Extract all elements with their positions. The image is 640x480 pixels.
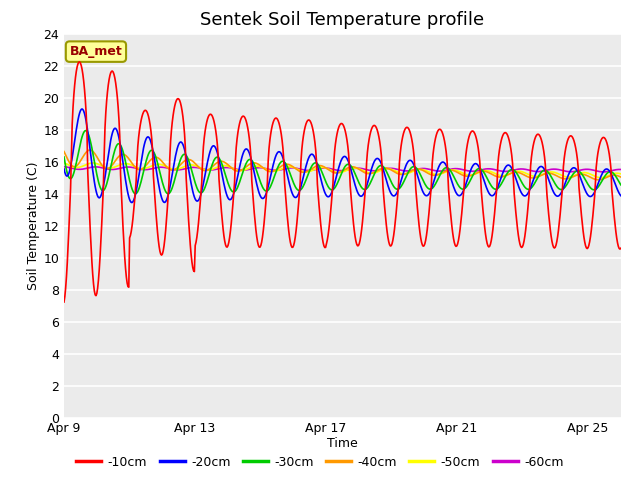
Y-axis label: Soil Temperature (C): Soil Temperature (C) [28,161,40,290]
X-axis label: Time: Time [327,437,358,450]
Title: Sentek Soil Temperature profile: Sentek Soil Temperature profile [200,11,484,29]
Text: BA_met: BA_met [70,45,122,58]
Legend: -10cm, -20cm, -30cm, -40cm, -50cm, -60cm: -10cm, -20cm, -30cm, -40cm, -50cm, -60cm [72,451,568,474]
